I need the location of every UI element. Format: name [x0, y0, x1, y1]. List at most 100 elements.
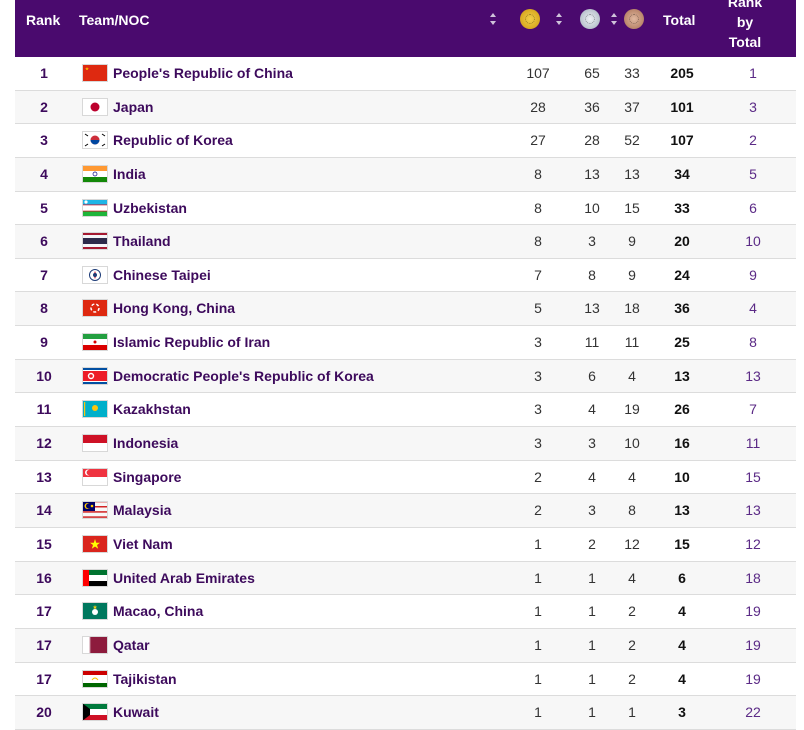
table-row[interactable]: 14 Malaysia 2 3 8 13 13: [15, 494, 796, 528]
table-row[interactable]: 7 Chinese Taipei 7 8 9 24 9: [15, 259, 796, 293]
bronze-count: 2: [628, 603, 636, 620]
table-row[interactable]: 2 Japan 28 36 37 101 3: [15, 90, 796, 125]
silver-count: 65: [584, 65, 600, 81]
total-count: 24: [674, 266, 690, 283]
table-row[interactable]: 12 Indonesia 3 3 10 16 11: [15, 427, 796, 461]
team-name[interactable]: Viet Nam: [113, 535, 173, 552]
sort-team-icon[interactable]: [490, 13, 497, 25]
team-name[interactable]: Kuwait: [113, 704, 159, 721]
total-count: 10: [674, 468, 690, 485]
gold-count: 3: [534, 401, 542, 418]
table-row[interactable]: 4 India 8 13 13 34 5: [15, 157, 796, 192]
total-count: 25: [674, 334, 690, 351]
table-row[interactable]: 15 Viet Nam 1 2 12 15 12: [15, 528, 796, 562]
header-rank-by-total-line3: Total: [728, 34, 762, 50]
bronze-count: 37: [624, 98, 640, 115]
table-row[interactable]: 17 Qatar 1 1 2 4 19: [15, 628, 796, 663]
team-name[interactable]: Indonesia: [113, 435, 179, 452]
rank-by-total-cell: 22: [745, 704, 761, 721]
team-name[interactable]: Kazakhstan: [113, 401, 191, 418]
gold-count: 7: [534, 266, 542, 283]
gold-count: 8: [534, 199, 542, 216]
uae-flag-icon: [82, 568, 108, 587]
total-count: 36: [674, 300, 690, 317]
total-count: 107: [670, 132, 694, 149]
team-name[interactable]: Thailand: [113, 233, 171, 250]
bronze-count: 9: [628, 266, 636, 283]
bronze-count: 12: [624, 535, 640, 552]
header-rank[interactable]: Rank: [26, 12, 61, 28]
sort-silver-icon[interactable]: [611, 13, 618, 25]
table-row[interactable]: 20 Kuwait 1 1 1 3 22: [15, 696, 796, 730]
rank-cell: 5: [40, 199, 48, 216]
team-name[interactable]: People's Republic of China: [113, 65, 293, 81]
silver-count: 1: [588, 670, 596, 687]
silver-count: 4: [588, 468, 596, 485]
team-name[interactable]: Chinese Taipei: [113, 266, 211, 283]
rank-by-total-cell: 11: [745, 435, 761, 452]
table-row[interactable]: 10 Democratic People's Republic of Korea 3…: [15, 359, 796, 394]
team-name[interactable]: Islamic Republic of Iran: [113, 334, 271, 351]
rank-cell: 11: [36, 401, 52, 418]
rank-cell: 10: [36, 367, 52, 384]
silver-count: 1: [588, 636, 596, 653]
iran-flag-icon: [82, 333, 108, 352]
bronze-medal-icon: [624, 9, 644, 29]
team-name[interactable]: United Arab Emirates: [113, 569, 255, 586]
total-count: 33: [674, 199, 690, 216]
table-row[interactable]: 16 United Arab Emirates 1 1 4 6 18: [15, 561, 796, 596]
rank-cell: 14: [36, 502, 52, 519]
rank-by-total-cell: 4: [749, 300, 757, 317]
rank-by-total-cell: 13: [745, 367, 761, 384]
table-row[interactable]: 3 Republic of Korea 27 28 52 107 2: [15, 124, 796, 158]
gold-count: 3: [534, 367, 542, 384]
team-name[interactable]: Qatar: [113, 636, 150, 653]
total-count: 4: [678, 636, 686, 653]
table-row[interactable]: 17 Tajikistan 1 1 2 4 19: [15, 663, 796, 697]
rank-cell: 20: [36, 704, 52, 721]
team-name[interactable]: Malaysia: [113, 502, 172, 519]
gold-count: 1: [534, 670, 542, 687]
kazakhstan-flag-icon: [82, 400, 108, 419]
dpr-korea-flag-icon: [82, 366, 108, 385]
team-name[interactable]: Singapore: [113, 468, 182, 485]
bronze-count: 9: [628, 233, 636, 250]
table-row[interactable]: 9 Islamic Republic of Iran 3 11 11 25 8: [15, 326, 796, 360]
table-row[interactable]: 13 Singapore 2 4 4 10 15: [15, 461, 796, 495]
sort-gold-icon[interactable]: [556, 13, 563, 25]
table-row[interactable]: 6 Thailand 8 3 9 20 10: [15, 225, 796, 259]
team-name[interactable]: Republic of Korea: [113, 132, 233, 149]
table-row[interactable]: 8 Hong Kong, China 5 13 18 36 4: [15, 292, 796, 327]
header-total[interactable]: Total: [663, 12, 696, 28]
header-rank-by-total[interactable]: Rank by Total: [723, 0, 767, 52]
chinese-taipei-flag-icon: [82, 265, 108, 284]
total-count: 4: [678, 670, 686, 687]
rank-cell: 17: [36, 670, 52, 687]
table-row[interactable]: 1 People's Republic of China 107 65 33 205 1: [15, 57, 796, 91]
bronze-count: 4: [628, 569, 636, 586]
silver-count: 1: [588, 569, 596, 586]
rank-cell: 15: [36, 535, 52, 552]
bronze-count: 11: [624, 334, 640, 351]
team-name[interactable]: Japan: [113, 98, 154, 115]
india-flag-icon: [82, 164, 108, 183]
table-row[interactable]: 11 Kazakhstan 3 4 19 26 7: [15, 393, 796, 428]
team-name[interactable]: Democratic People's Republic of Korea: [113, 367, 374, 384]
rank-by-total-cell: 15: [745, 468, 761, 485]
malaysia-flag-icon: [82, 501, 108, 520]
header-team[interactable]: Team/NOC: [79, 12, 150, 28]
team-name[interactable]: Hong Kong, China: [113, 300, 236, 317]
silver-count: 13: [584, 165, 600, 182]
team-name[interactable]: Tajikistan: [113, 670, 177, 687]
gold-count: 1: [534, 603, 542, 620]
team-name[interactable]: Uzbekistan: [113, 199, 187, 216]
table-row[interactable]: 17 Macao, China 1 1 2 4 19: [15, 595, 796, 629]
gold-count: 3: [534, 334, 542, 351]
silver-count: 3: [588, 435, 596, 452]
silver-count: 2: [588, 535, 596, 552]
team-name[interactable]: India: [113, 165, 146, 182]
bronze-count: 10: [624, 435, 640, 452]
team-name[interactable]: Macao, China: [113, 603, 204, 620]
rank-cell: 3: [40, 132, 48, 149]
table-row[interactable]: 5 Uzbekistan 8 10 15 33 6: [15, 192, 796, 226]
